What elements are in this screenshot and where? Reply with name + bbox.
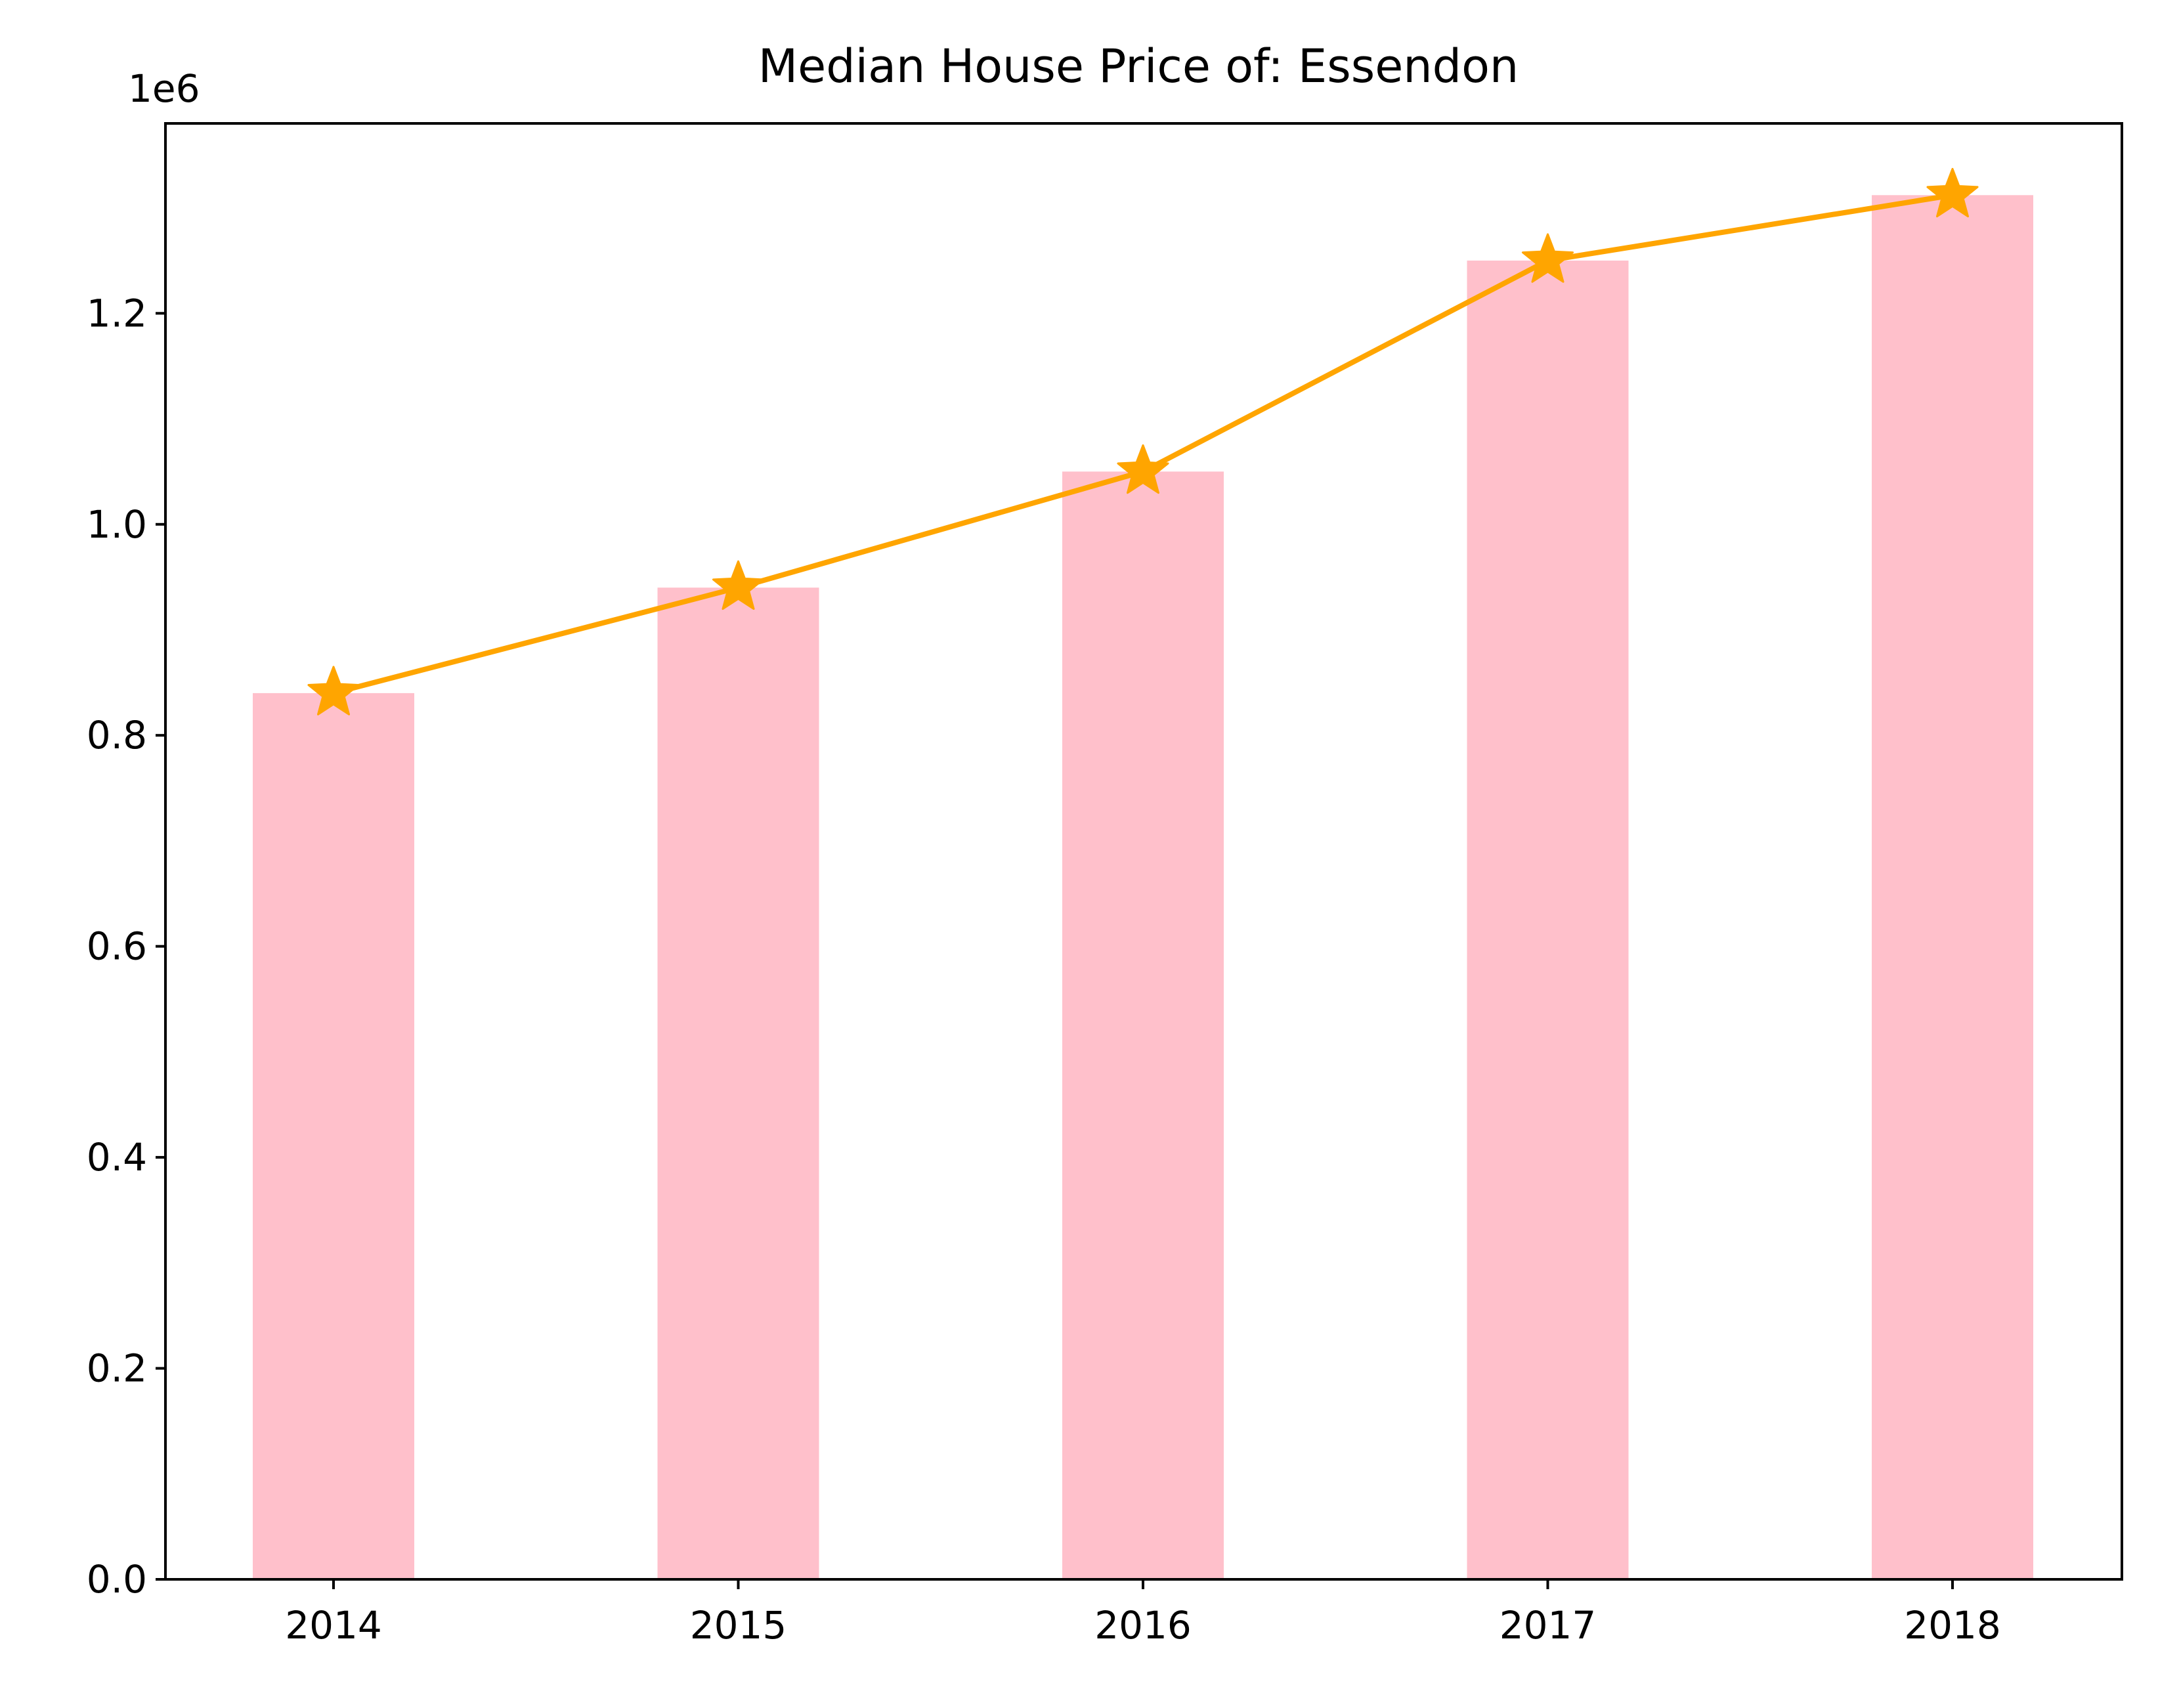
bar-group bbox=[253, 195, 2033, 1579]
x-tick-label: 2016 bbox=[1094, 1603, 1192, 1648]
bar-2015 bbox=[658, 587, 819, 1579]
x-tick-label: 2018 bbox=[1904, 1603, 2001, 1648]
y-tick-label: 0.8 bbox=[87, 713, 147, 758]
y-offset-label: 1e6 bbox=[128, 66, 200, 111]
y-tick-label: 1.2 bbox=[87, 291, 147, 335]
y-tick-label: 0.0 bbox=[87, 1557, 147, 1602]
bar-2016 bbox=[1062, 471, 1224, 1579]
bar-2014 bbox=[253, 693, 414, 1579]
x-tick-label: 2017 bbox=[1500, 1603, 1597, 1648]
x-axis: 2014 2015 2016 2017 2018 bbox=[285, 1579, 2001, 1648]
bar-2017 bbox=[1467, 261, 1629, 1579]
bar-2018 bbox=[1872, 195, 2033, 1579]
chart-title: Median House Price of: Essendon bbox=[758, 39, 1519, 93]
y-tick-label: 0.2 bbox=[87, 1346, 147, 1391]
y-tick-label: 0.4 bbox=[87, 1135, 147, 1180]
x-tick-label: 2014 bbox=[285, 1603, 382, 1648]
x-tick-label: 2015 bbox=[690, 1603, 787, 1648]
y-tick-label: 0.6 bbox=[87, 924, 147, 969]
y-axis: 0.0 0.2 0.4 0.6 0.8 1.0 1.2 bbox=[87, 291, 165, 1602]
y-tick-label: 1.0 bbox=[87, 502, 147, 547]
